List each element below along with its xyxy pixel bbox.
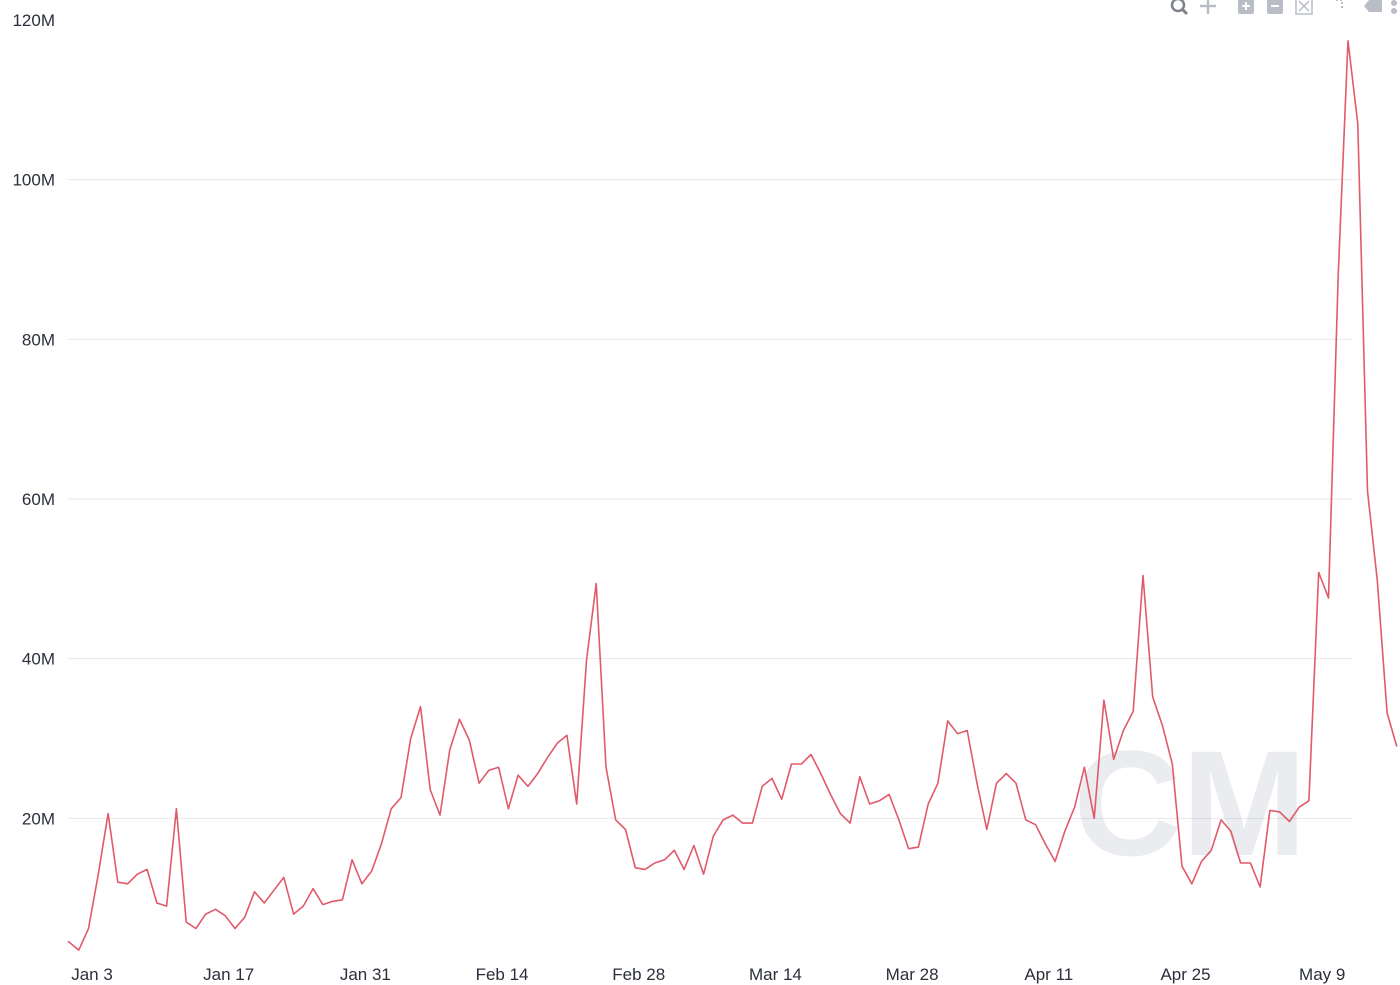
hover-compare-icon[interactable] bbox=[1364, 0, 1382, 12]
y-axis: 20M 40M 60M 80M 100M 120M bbox=[12, 11, 55, 828]
watermark: CM bbox=[1073, 719, 1306, 887]
autoscale-icon[interactable] bbox=[1295, 0, 1313, 15]
zoom-icon[interactable] bbox=[1170, 0, 1189, 16]
x-tick-label: Jan 31 bbox=[340, 965, 391, 984]
y-tick-label: 100M bbox=[12, 171, 55, 190]
x-tick-label: May 9 bbox=[1299, 965, 1345, 984]
x-tick-label: Apr 11 bbox=[1024, 965, 1073, 984]
gridlines bbox=[68, 179, 1352, 819]
zoom-out-icon[interactable] bbox=[1267, 0, 1283, 14]
x-axis: Jan 3 Jan 17 Jan 31 Feb 14 Feb 28 Mar 14 Mar 2… bbox=[71, 965, 1345, 984]
reset-axes-icon[interactable] bbox=[1336, 0, 1343, 8]
pan-icon[interactable] bbox=[1200, 0, 1216, 14]
x-tick-label: Mar 28 bbox=[886, 965, 939, 984]
series-layer bbox=[67, 39, 1398, 951]
more-icon[interactable] bbox=[1391, 0, 1397, 14]
x-tick-label: Jan 17 bbox=[203, 965, 254, 984]
series-line bbox=[67, 39, 1398, 951]
x-tick-label: Feb 28 bbox=[612, 965, 665, 984]
x-tick-label: Mar 14 bbox=[749, 965, 802, 984]
y-tick-label: 60M bbox=[22, 490, 55, 509]
y-tick-label: 20M bbox=[22, 809, 55, 828]
y-tick-label: 120M bbox=[12, 11, 55, 30]
watermark-text: CM bbox=[1073, 719, 1306, 887]
x-tick-label: Feb 14 bbox=[476, 965, 529, 984]
x-tick-label: Apr 25 bbox=[1160, 965, 1210, 984]
y-tick-label: 80M bbox=[22, 330, 55, 349]
zoom-in-icon[interactable] bbox=[1238, 0, 1254, 14]
y-tick-label: 40M bbox=[22, 650, 55, 669]
chart-toolbar bbox=[1170, 0, 1397, 16]
x-tick-label: Jan 3 bbox=[71, 965, 113, 984]
